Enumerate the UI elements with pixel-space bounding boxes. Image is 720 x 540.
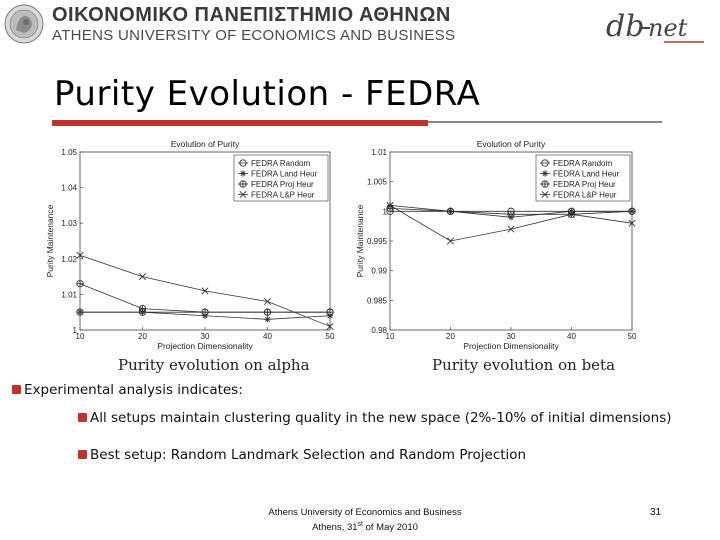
x-tick-label: 40 <box>567 332 576 341</box>
data-point <box>263 308 272 316</box>
footer-date-sup: st <box>357 521 363 528</box>
legend-label: FEDRA Random <box>553 159 612 168</box>
y-tick-label: 1 <box>73 326 78 335</box>
x-axis-label: Projection Dimensionality <box>157 341 253 351</box>
title-underline-rule <box>428 121 662 123</box>
slide-title: Purity Evolution - FEDRA <box>54 74 481 114</box>
data-point <box>507 225 515 233</box>
chart-purity-alpha: Evolution of Purity 1 1.01 1.02 1.03 1.04 1.05… <box>45 139 335 351</box>
bullet-marker <box>12 385 21 394</box>
legend-marker <box>541 159 549 167</box>
svg-text:db: db <box>606 9 644 44</box>
data-point <box>628 219 636 227</box>
x-tick-label: 30 <box>507 332 516 341</box>
y-axis-label: Purity Maintenance <box>45 204 55 277</box>
y-tick-label: 1.01 <box>371 148 387 157</box>
legend-marker <box>541 190 549 199</box>
data-point <box>138 304 147 313</box>
slide-footer: Athens University of Economics and Busin… <box>230 507 500 534</box>
legend-label: FEDRA Proj Heur <box>251 180 314 189</box>
y-tick-label: 1.01 <box>61 290 77 299</box>
data-point <box>201 308 209 316</box>
bullet-level2: Best setup: Random Landmark Selection an… <box>78 446 526 464</box>
data-point <box>386 204 394 213</box>
page-number: 31 <box>650 507 662 518</box>
y-tick-label: 0.985 <box>367 296 388 305</box>
footer-date-pre: Athens, 31 <box>312 522 358 534</box>
bullet-text: Best setup: Random Landmark Selection an… <box>90 447 527 463</box>
y-tick-label: 1.02 <box>61 255 77 264</box>
legend-marker <box>239 159 247 167</box>
legend-box <box>535 154 631 202</box>
y-tick-label: 0.99 <box>371 267 387 276</box>
legend-marker <box>541 170 549 177</box>
university-seal-logo <box>4 4 44 44</box>
legend-label: FEDRA Land Heur <box>251 170 318 179</box>
data-point <box>76 251 84 259</box>
svg-text:net: net <box>648 14 688 42</box>
legend-label: FEDRA Random <box>251 159 310 168</box>
data-point <box>326 322 334 330</box>
legend-marker <box>239 180 247 188</box>
x-tick-label: 20 <box>138 332 147 341</box>
chart-title: Evolution of Purity <box>171 139 240 149</box>
legend-box <box>233 154 329 202</box>
bullet-text: All setups maintain clustering quality i… <box>90 410 672 426</box>
data-point <box>567 210 576 218</box>
legend-label: FEDRA Land Heur <box>553 170 620 179</box>
legend-marker <box>239 170 247 177</box>
y-tick-label: 1 <box>383 207 388 216</box>
bullet-marker <box>78 450 87 459</box>
bullet-level2: All setups maintain clustering quality i… <box>78 409 678 427</box>
data-point <box>76 280 84 288</box>
footer-date-post: of May 2010 <box>362 522 418 534</box>
university-name-english: ATHENS UNIVERSITY OF ECONOMICS AND BUSIN… <box>52 27 456 44</box>
data-point <box>138 273 147 281</box>
legend-label: FEDRA L&P Heur <box>251 191 315 200</box>
db-net-logo: db net <box>606 9 704 44</box>
data-point <box>446 207 455 215</box>
chart-title: Evolution of Purity <box>477 139 546 149</box>
caption-beta: Purity evolution on beta <box>432 356 616 374</box>
data-point <box>386 201 394 209</box>
y-tick-label: 1.05 <box>61 148 77 157</box>
y-axis-label: Purity Maintenance <box>355 204 365 277</box>
data-point <box>507 210 515 218</box>
x-tick-label: 40 <box>263 332 272 341</box>
x-tick-label: 10 <box>76 332 85 341</box>
title-underline-accent <box>52 120 428 126</box>
data-point <box>326 308 334 316</box>
data-point <box>446 237 455 245</box>
data-point <box>76 309 84 316</box>
y-tick-label: 1.04 <box>61 184 77 193</box>
legend-marker <box>541 180 549 188</box>
y-tick-label: 1.005 <box>367 178 388 187</box>
data-point <box>201 287 209 295</box>
x-tick-label: 50 <box>628 332 637 341</box>
legend-marker <box>239 190 247 199</box>
legend-label: FEDRA L&P Heur <box>553 191 617 200</box>
y-tick-label: 0.98 <box>371 326 387 335</box>
x-axis-label: Projection Dimensionality <box>463 341 559 351</box>
x-tick-label: 30 <box>201 332 210 341</box>
bullet-level1: Experimental analysis indicates: <box>12 381 243 399</box>
x-tick-label: 50 <box>326 332 335 341</box>
bullet-text: Experimental analysis indicates: <box>24 382 243 398</box>
x-tick-label: 10 <box>386 332 395 341</box>
y-tick-label: 0.995 <box>367 237 388 246</box>
x-tick-label: 20 <box>446 332 455 341</box>
data-point <box>628 207 636 215</box>
y-tick-label: 1.03 <box>61 219 77 228</box>
bullet-marker <box>78 413 87 422</box>
legend-label: FEDRA Proj Heur <box>553 180 616 189</box>
university-name-greek: ΟΙΚΟΝΟΜΙΚΟ ΠΑΝΕΠΙΣΤΗΜΙΟ ΑΘΗΝΩΝ <box>52 4 451 26</box>
caption-alpha: Purity evolution on alpha <box>118 356 310 374</box>
data-point <box>263 298 272 306</box>
chart-purity-beta: Evolution of Purity 0.98 0.985 0.99 0.995 1 1.… <box>355 139 637 351</box>
footer-line-1: Athens University of Economics and Busin… <box>268 507 462 518</box>
data-point <box>264 316 271 323</box>
footer-line-2: Athens, 31st of May 2010 <box>230 519 500 534</box>
